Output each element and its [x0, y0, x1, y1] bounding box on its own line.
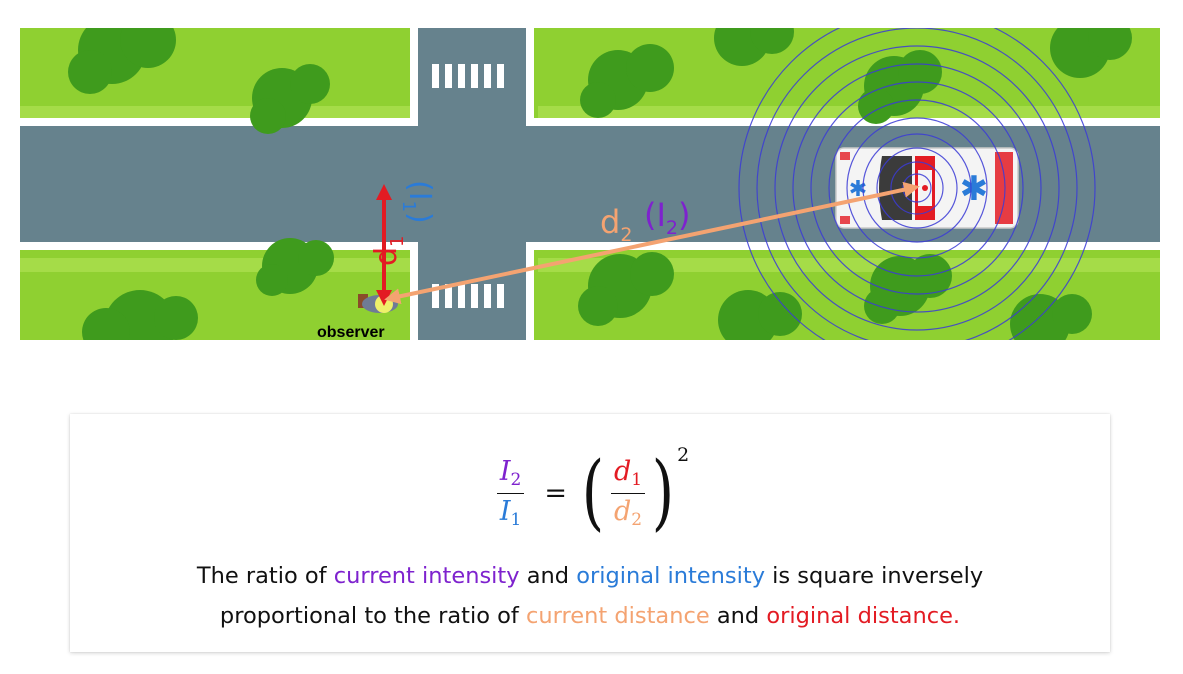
d1-label: d1 — [369, 236, 408, 267]
current-intensity-text: current intensity — [333, 563, 520, 589]
tree-icon — [68, 28, 176, 94]
right-paren: ) — [651, 445, 675, 540]
original-intensity-text: original intensity — [576, 563, 766, 589]
formula-description: The ratio of current intensity and origi… — [70, 556, 1110, 636]
street-scene: ✱ ✱ — [20, 28, 1160, 340]
equals-sign: = — [544, 477, 567, 509]
tree-icon — [82, 290, 198, 340]
formula-card: I2 I1 = ( d1 d2 ) 2 The ratio of current… — [70, 414, 1110, 652]
distance-ratio: d1 d2 — [610, 455, 646, 530]
d2-label: d2 — [600, 203, 632, 246]
inverse-square-formula: I2 I1 = ( d1 d2 ) 2 — [70, 438, 1110, 548]
d2-arrow — [384, 181, 920, 305]
tree-icon — [714, 28, 794, 66]
left-paren: ( — [581, 445, 605, 540]
description-line-1: The ratio of current intensity and origi… — [196, 563, 984, 589]
current-intensity-symbol: I2 — [499, 455, 522, 490]
svg-text:✱: ✱ — [960, 169, 989, 209]
original-distance-text: original distance. — [766, 603, 961, 629]
i2-label: (I2) — [644, 196, 691, 239]
i1-label: (I1) — [398, 180, 437, 224]
intensity-ratio: I2 I1 — [496, 455, 525, 530]
observer-label: observer — [317, 324, 385, 340]
tree-icon — [718, 290, 802, 340]
original-distance-symbol: d1 — [613, 455, 643, 490]
original-intensity-symbol: I1 — [499, 495, 522, 530]
tree-icon — [1050, 28, 1132, 78]
tree-icon — [256, 238, 334, 296]
description-line-2: proportional to the ratio of current dis… — [219, 603, 961, 629]
current-distance-text: current distance — [526, 603, 710, 629]
crosswalk-top — [432, 64, 504, 88]
exponent: 2 — [677, 444, 690, 466]
tree-icon — [250, 64, 330, 134]
tree-icon — [580, 44, 674, 118]
current-distance-symbol: d2 — [613, 495, 643, 530]
